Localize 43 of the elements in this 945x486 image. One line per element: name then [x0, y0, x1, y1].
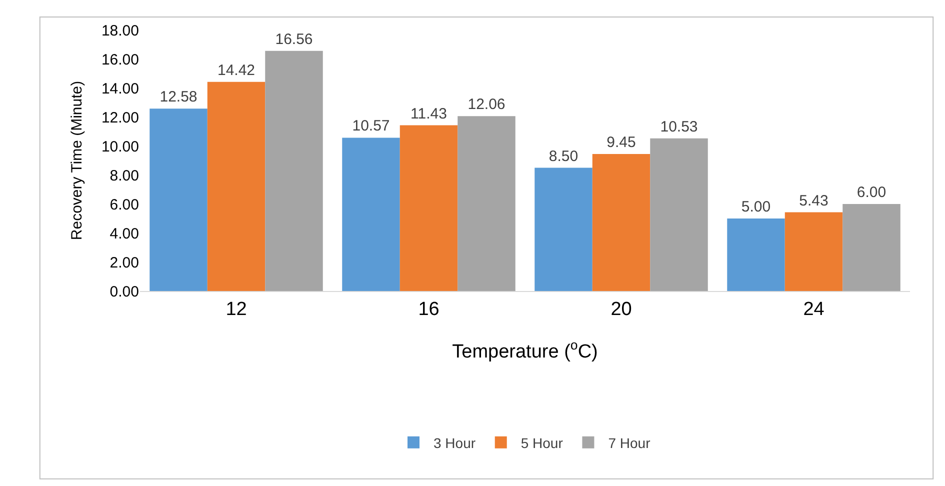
- bar: [650, 138, 708, 291]
- data-label: 8.50: [548, 148, 578, 165]
- bar: [534, 168, 592, 291]
- bar: [207, 82, 266, 291]
- data-label: 14.42: [217, 62, 256, 79]
- y-tick-label: 0.00: [110, 283, 139, 300]
- bar: [400, 125, 458, 291]
- x-tick-label: 20: [610, 298, 632, 320]
- y-tick-label: 6.00: [110, 196, 139, 214]
- data-label: 6.00: [856, 184, 886, 201]
- data-label: 12.06: [468, 96, 506, 114]
- y-axis-title: Recovery Time (Minute): [68, 80, 86, 240]
- y-tick-label: 12.00: [101, 109, 139, 126]
- data-label: 9.45: [606, 134, 636, 151]
- legend-label: 3 Hour: [434, 434, 476, 451]
- data-label: 16.56: [275, 30, 313, 48]
- y-tick-label: 14.00: [101, 80, 139, 98]
- x-tick-label: 12: [226, 298, 247, 320]
- bar: [727, 218, 785, 291]
- y-tick-label: 18.00: [101, 22, 139, 40]
- bar: [592, 154, 650, 291]
- bar: [842, 204, 900, 291]
- y-tick-label: 10.00: [101, 138, 139, 156]
- y-tick-label: 16.00: [101, 51, 139, 68]
- bar: [150, 108, 208, 291]
- legend-label: 7 Hour: [608, 434, 651, 451]
- data-label: 10.57: [352, 118, 390, 135]
- x-tick-label: 16: [418, 298, 440, 320]
- data-label: 12.58: [160, 88, 198, 106]
- bar: [265, 50, 323, 291]
- x-tick-label: 24: [803, 298, 825, 320]
- data-label: 5.43: [799, 192, 828, 210]
- legend-label: 5 Hour: [520, 434, 564, 451]
- data-label: 10.53: [660, 118, 698, 136]
- y-tick-label: 8.00: [110, 167, 139, 184]
- bar: [458, 116, 516, 291]
- y-tick-label: 4.00: [110, 225, 139, 242]
- x-axis-title: Temperature ($^{o}$C): [452, 338, 598, 363]
- bar: [784, 212, 843, 291]
- y-tick-label: 2.00: [110, 254, 139, 272]
- data-label: 11.43: [410, 105, 447, 122]
- bar: [342, 138, 400, 291]
- data-label: 5.00: [741, 198, 771, 216]
